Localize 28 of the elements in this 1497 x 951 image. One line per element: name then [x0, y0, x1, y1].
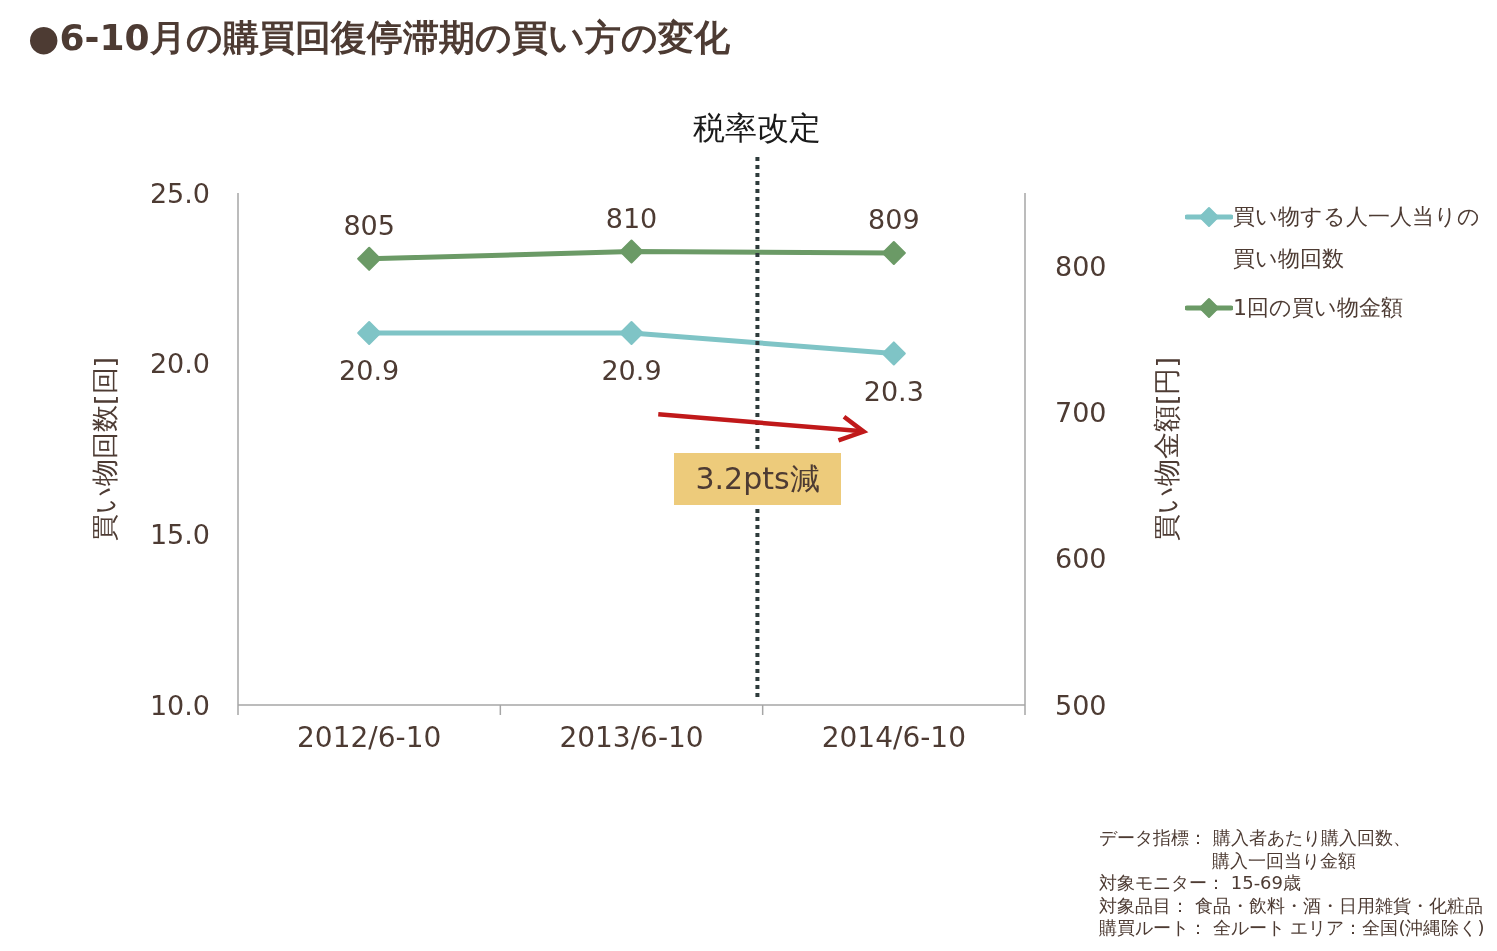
- y-axis-title: 買い物回数[回]: [88, 356, 120, 542]
- text: 対象品目： 食品・飲料・酒・日用雑貨・化粧品: [1099, 894, 1484, 917]
- y2-tick-label: 800: [1055, 250, 1107, 282]
- data-label: 805: [343, 209, 395, 241]
- y-tick-label: 10.0: [149, 689, 210, 721]
- data-label: 20.9: [601, 355, 662, 387]
- annotation: 3.2pts減: [674, 453, 841, 505]
- data-label: 810: [605, 202, 658, 234]
- y-tick-label: 15.0: [149, 518, 210, 550]
- text: 税率改定: [693, 109, 822, 147]
- data-label: 20.3: [863, 375, 924, 407]
- y2-tick-label: 500: [1055, 689, 1107, 721]
- y2-tick-label: 700: [1055, 397, 1107, 429]
- chart-title: ●6-10月の購買回復停滞期の買い方の変化: [28, 16, 730, 60]
- data-label: 20.9: [339, 355, 400, 387]
- legend-label: 買い物する人一人当りの買い物回数: [1233, 203, 1481, 273]
- legend-label: 1回の買い物金額: [1233, 294, 1404, 322]
- x-tick-label: 2013/6-10: [559, 720, 704, 754]
- y-tick-label: 20.0: [149, 348, 210, 380]
- data-label: 809: [868, 203, 920, 235]
- text: 購買ルート： 全ルート エリア：全国(沖縄除く): [1099, 917, 1485, 940]
- y2-tick-label: 600: [1055, 543, 1107, 575]
- x-tick-label: 2012/6-10: [297, 720, 442, 754]
- y-tick-label: 25.0: [149, 177, 210, 209]
- text: データ指標： 購入者あたり購入回数、購入一回当り金額: [1099, 827, 1412, 872]
- x-tick-label: 2014/6-10: [821, 720, 966, 754]
- text: 対象モニター： 15-69歳: [1099, 872, 1303, 895]
- y2-axis-title: 買い物金額[円]: [1150, 356, 1182, 542]
